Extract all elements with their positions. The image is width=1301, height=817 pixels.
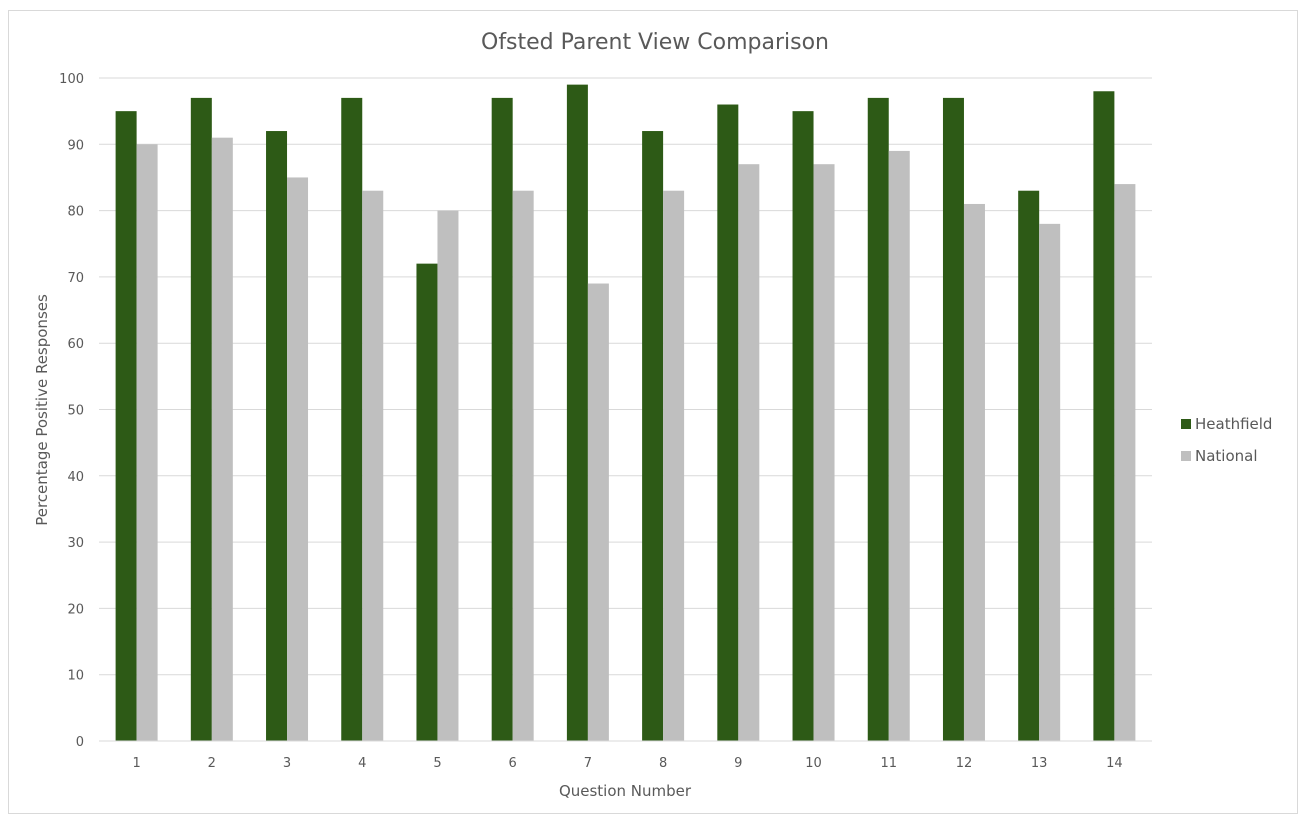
bar-heathfield-q12 bbox=[942, 97, 964, 741]
y-axis-ticks: 0 10 20 30 40 50 60 70 80 90 100 bbox=[59, 72, 84, 750]
y-tick-label: 90 bbox=[67, 138, 84, 153]
x-axis-label: Question Number bbox=[559, 782, 692, 800]
bar-heathfield-q7 bbox=[566, 84, 588, 741]
bar-heathfield-q9 bbox=[717, 104, 739, 741]
x-tick-label: 6 bbox=[509, 756, 517, 771]
x-tick-label: 5 bbox=[433, 756, 441, 771]
bar-heathfield-q10 bbox=[792, 111, 814, 741]
x-tick-label: 1 bbox=[132, 756, 140, 771]
bar-heathfield-q11 bbox=[867, 97, 889, 741]
bar-heathfield-q3 bbox=[266, 131, 288, 742]
x-tick-label: 7 bbox=[584, 756, 592, 771]
bar-national-q2 bbox=[211, 137, 233, 742]
x-tick-label: 11 bbox=[880, 756, 897, 771]
bar-national-q8 bbox=[663, 190, 685, 741]
gridlines bbox=[99, 77, 1152, 742]
bar-heathfield-q6 bbox=[491, 97, 513, 741]
x-tick-label: 9 bbox=[734, 756, 742, 771]
x-tick-label: 10 bbox=[805, 756, 822, 771]
y-tick-label: 100 bbox=[59, 72, 84, 87]
bar-national-q3 bbox=[287, 177, 309, 741]
bar-heathfield-q13 bbox=[1018, 190, 1040, 741]
legend-label-national: National bbox=[1195, 447, 1258, 465]
x-tick-label: 4 bbox=[358, 756, 366, 771]
y-tick-label: 60 bbox=[67, 337, 84, 352]
x-tick-label: 8 bbox=[659, 756, 667, 771]
y-tick-label: 40 bbox=[67, 470, 84, 485]
bar-national-q12 bbox=[963, 203, 985, 742]
x-tick-label: 12 bbox=[956, 756, 973, 771]
bar-national-q6 bbox=[512, 190, 534, 741]
x-axis-ticks: 1 2 3 4 5 6 7 8 9 10 11 12 13 14 bbox=[132, 756, 1122, 771]
bar-heathfield-q4 bbox=[341, 97, 363, 741]
bar-national-q13 bbox=[1039, 223, 1061, 742]
x-tick-label: 13 bbox=[1031, 756, 1048, 771]
bar-national-q14 bbox=[1114, 184, 1136, 741]
bar-national-q5 bbox=[437, 210, 459, 742]
legend-swatch-heathfield bbox=[1181, 419, 1191, 429]
bar-heathfield-q8 bbox=[642, 131, 664, 742]
chart-title: Ofsted Parent View Comparison bbox=[481, 30, 829, 55]
y-tick-label: 70 bbox=[67, 271, 84, 286]
x-tick-label: 3 bbox=[283, 756, 291, 771]
bar-heathfield-q5 bbox=[416, 263, 438, 741]
y-tick-label: 50 bbox=[67, 404, 84, 419]
y-tick-label: 80 bbox=[67, 205, 84, 220]
y-tick-label: 20 bbox=[67, 602, 84, 617]
bar-national-q1 bbox=[136, 144, 158, 742]
y-axis-label: Percentage Positive Responses bbox=[33, 294, 51, 526]
bar-heathfield-q14 bbox=[1093, 91, 1115, 741]
y-tick-label: 10 bbox=[67, 669, 84, 684]
bars bbox=[99, 84, 1152, 742]
bar-national-q7 bbox=[587, 283, 609, 741]
legend: Heathfield National bbox=[1181, 415, 1272, 465]
bar-heathfield-q2 bbox=[190, 97, 212, 741]
x-tick-label: 14 bbox=[1106, 756, 1123, 771]
bar-national-q4 bbox=[362, 190, 384, 741]
y-tick-label: 30 bbox=[67, 536, 84, 551]
bar-national-q10 bbox=[813, 164, 835, 741]
bar-national-q11 bbox=[888, 150, 910, 741]
legend-label-heathfield: Heathfield bbox=[1195, 415, 1272, 433]
bar-heathfield-q1 bbox=[115, 111, 137, 741]
y-tick-label: 0 bbox=[76, 735, 84, 750]
legend-swatch-national bbox=[1181, 451, 1191, 461]
x-tick-label: 2 bbox=[208, 756, 216, 771]
bar-national-q9 bbox=[738, 164, 760, 741]
